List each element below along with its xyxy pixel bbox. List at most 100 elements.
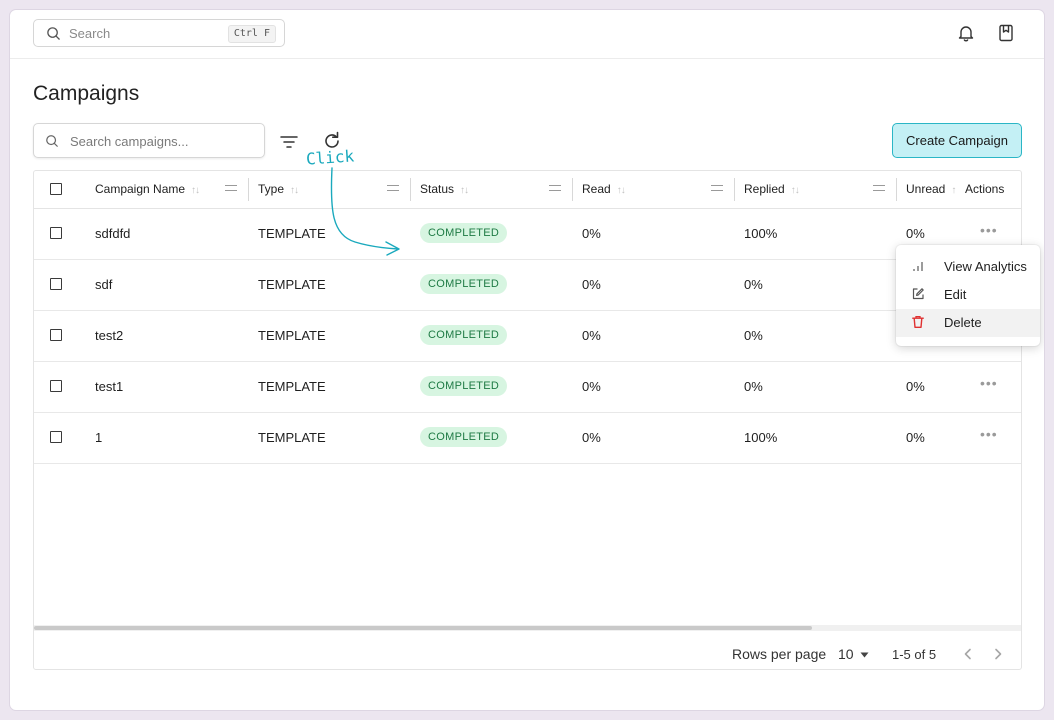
chevron-right-icon[interactable] — [991, 647, 1005, 661]
rows-per-page-label: Rows per page — [732, 646, 827, 662]
row-actions-button[interactable]: ••• — [980, 222, 998, 238]
caret-down-icon — [860, 652, 869, 658]
row-checkbox[interactable] — [50, 431, 62, 443]
replied-cell: 0% — [744, 328, 763, 343]
search-shortcut-badge: Ctrl F — [227, 25, 276, 43]
refresh-icon[interactable] — [321, 130, 343, 152]
rows-per-page-value: 10 — [838, 646, 854, 662]
table-row[interactable]: sdf TEMPLATE COMPLETED 0% 0% — [34, 259, 1021, 311]
click-annotation-label: Click — [305, 146, 355, 169]
column-header-status[interactable]: Status ↑↓ — [420, 182, 469, 196]
row-actions-button[interactable]: ••• — [980, 375, 998, 391]
global-search-placeholder: Search — [69, 26, 111, 41]
row-checkbox[interactable] — [50, 227, 62, 239]
menu-item-label: Edit — [944, 287, 967, 302]
table-row[interactable]: test2 TEMPLATE COMPLETED 0% 0% — [34, 310, 1021, 362]
status-badge: COMPLETED — [420, 325, 508, 345]
search-icon — [46, 135, 58, 147]
table-row[interactable]: 1 TEMPLATE COMPLETED 0% 100% 0% ••• — [34, 412, 1021, 464]
menu-item-label: Delete — [944, 315, 982, 330]
sort-icon[interactable]: ↑↓ — [616, 185, 626, 196]
status-badge: COMPLETED — [420, 427, 508, 447]
column-header-unread[interactable]: Unread ↑ — [906, 182, 956, 196]
column-menu-icon[interactable] — [711, 185, 723, 191]
column-menu-icon[interactable] — [549, 185, 561, 191]
campaign-name-cell: test2 — [95, 328, 124, 343]
row-checkbox[interactable] — [50, 380, 62, 392]
table-row[interactable]: sdfdfd TEMPLATE COMPLETED 0% 100% 0% ••• — [34, 208, 1021, 260]
replied-cell: 100% — [744, 226, 778, 241]
type-cell: TEMPLATE — [258, 226, 326, 241]
bar-chart-icon — [913, 262, 923, 271]
read-cell: 0% — [582, 328, 601, 343]
column-separator[interactable] — [572, 178, 573, 201]
column-header-campaign-name[interactable]: Campaign Name ↑↓ — [95, 182, 200, 196]
column-menu-icon[interactable] — [387, 185, 399, 191]
column-header-actions: Actions — [965, 182, 1005, 196]
campaign-search-input[interactable]: Search campaigns... — [33, 123, 265, 158]
read-cell: 0% — [582, 379, 601, 394]
read-cell: 0% — [582, 226, 601, 241]
page-title: Campaigns — [33, 82, 140, 105]
unread-cell: 0% — [906, 430, 925, 445]
row-actions-menu: View Analytics Edit Delete — [896, 245, 1040, 346]
column-separator[interactable] — [734, 178, 735, 201]
replied-cell: 100% — [744, 430, 778, 445]
column-menu-icon[interactable] — [225, 185, 237, 191]
type-cell: TEMPLATE — [258, 430, 326, 445]
filter-icon[interactable] — [278, 131, 300, 153]
chevron-left-icon[interactable] — [961, 647, 975, 661]
horizontal-scrollbar[interactable] — [34, 625, 1021, 631]
column-header-type[interactable]: Type ↑↓ — [258, 182, 299, 196]
unread-cell: 0% — [906, 379, 925, 394]
column-header-read[interactable]: Read ↑↓ — [582, 182, 626, 196]
sort-icon[interactable]: ↑↓ — [460, 185, 469, 196]
menu-item-edit[interactable]: Edit — [896, 281, 1040, 309]
menu-item-view-analytics[interactable]: View Analytics — [896, 253, 1040, 281]
sort-icon[interactable]: ↑ — [951, 185, 956, 196]
sort-icon[interactable]: ↑↓ — [191, 185, 200, 196]
table-row[interactable]: test1 TEMPLATE COMPLETED 0% 0% 0% ••• — [34, 361, 1021, 413]
pagination-range: 1-5 of 5 — [892, 647, 937, 662]
campaigns-table: Campaign Name ↑↓ Type ↑↓ Status ↑↓ Read ↑↓ R… — [33, 170, 1022, 670]
campaign-name-cell: sdf — [95, 277, 113, 292]
column-menu-icon[interactable] — [873, 185, 885, 191]
unread-cell: 0% — [906, 226, 925, 241]
edit-icon — [912, 288, 924, 300]
create-campaign-button[interactable]: Create Campaign — [892, 123, 1022, 158]
type-cell: TEMPLATE — [258, 328, 326, 343]
column-separator[interactable] — [248, 178, 249, 201]
status-badge: COMPLETED — [420, 223, 508, 243]
menu-item-label: View Analytics — [944, 259, 1027, 274]
scrollbar-thumb[interactable] — [34, 626, 812, 630]
table-header: Campaign Name ↑↓ Type ↑↓ Status ↑↓ Read ↑↓ R… — [34, 171, 1021, 209]
column-header-replied[interactable]: Replied ↑↓ — [744, 182, 800, 196]
menu-item-delete[interactable]: Delete — [896, 309, 1040, 337]
bell-icon[interactable] — [956, 23, 976, 43]
top-bar: Search Ctrl F — [10, 10, 1044, 59]
type-cell: TEMPLATE — [258, 277, 326, 292]
column-separator[interactable] — [410, 178, 411, 201]
select-all-checkbox[interactable] — [50, 183, 62, 195]
campaign-name-cell: 1 — [95, 430, 103, 445]
campaign-name-cell: sdfdfd — [95, 226, 131, 241]
status-badge: COMPLETED — [420, 376, 508, 396]
read-cell: 0% — [582, 430, 601, 445]
replied-cell: 0% — [744, 379, 763, 394]
column-separator[interactable] — [896, 178, 897, 201]
search-icon — [47, 27, 60, 40]
sort-icon[interactable]: ↑↓ — [290, 185, 299, 196]
status-badge: COMPLETED — [420, 274, 508, 294]
rows-per-page-select[interactable]: 10 — [837, 644, 873, 666]
trash-icon — [912, 315, 924, 328]
global-search-input[interactable]: Search Ctrl F — [33, 19, 285, 47]
row-checkbox[interactable] — [50, 329, 62, 341]
row-checkbox[interactable] — [50, 278, 62, 290]
type-cell: TEMPLATE — [258, 379, 326, 394]
campaign-search-placeholder: Search campaigns... — [70, 134, 189, 149]
bookmark-icon[interactable] — [996, 23, 1016, 43]
read-cell: 0% — [582, 277, 601, 292]
campaign-name-cell: test1 — [95, 379, 124, 394]
sort-icon[interactable]: ↑↓ — [790, 185, 800, 196]
row-actions-button[interactable]: ••• — [980, 426, 998, 442]
